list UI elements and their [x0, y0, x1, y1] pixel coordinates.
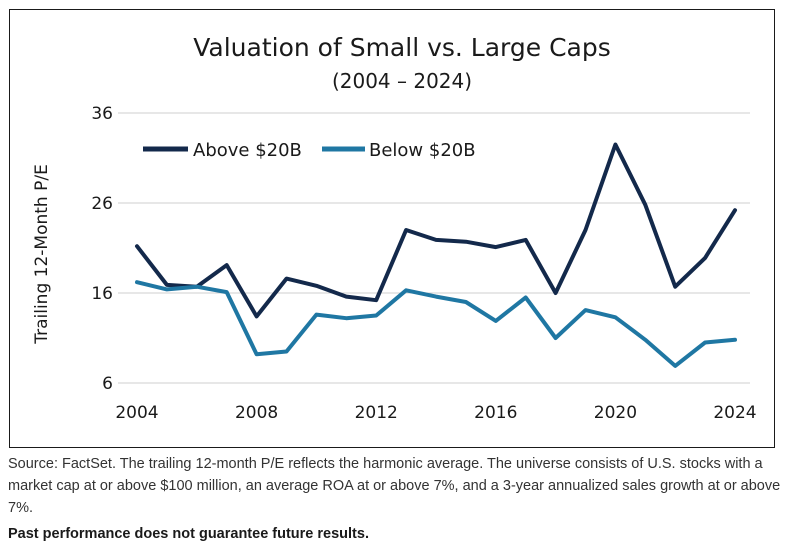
legend-label-1: Below $20B [369, 140, 476, 161]
y-tick-label: 6 [102, 374, 113, 394]
x-tick-label: 2012 [355, 403, 398, 423]
disclaimer: Past performance does not guarantee futu… [8, 526, 369, 542]
source-footnote: Source: FactSet. The trailing 12-month P… [8, 456, 781, 516]
chart-title: Valuation of Small vs. Large Caps [193, 33, 611, 62]
x-tick-labels: 2004 2008 2012 2016 2020 2024 [115, 403, 756, 423]
y-tick-label: 16 [91, 284, 113, 304]
x-tick-label: 2024 [713, 403, 756, 423]
x-tick-label: 2020 [594, 403, 637, 423]
chart-frame [9, 9, 775, 448]
y-axis-label: Trailing 12-Month P/E [32, 164, 52, 345]
x-tick-label: 2008 [235, 403, 278, 423]
series-line-0 [135, 142, 737, 319]
series-lines [135, 142, 737, 368]
chart-subtitle: (2004 – 2024) [332, 69, 472, 93]
y-tick-label: 26 [91, 194, 113, 214]
x-tick-label: 2004 [115, 403, 158, 423]
series-line-1 [135, 280, 737, 368]
legend-label-0: Above $20B [193, 140, 302, 161]
y-tick-labels: 6 16 26 36 [91, 104, 113, 394]
y-tick-label: 36 [91, 104, 113, 124]
x-tick-label: 2016 [474, 403, 517, 423]
legend: Above $20B Below $20B [143, 140, 476, 161]
